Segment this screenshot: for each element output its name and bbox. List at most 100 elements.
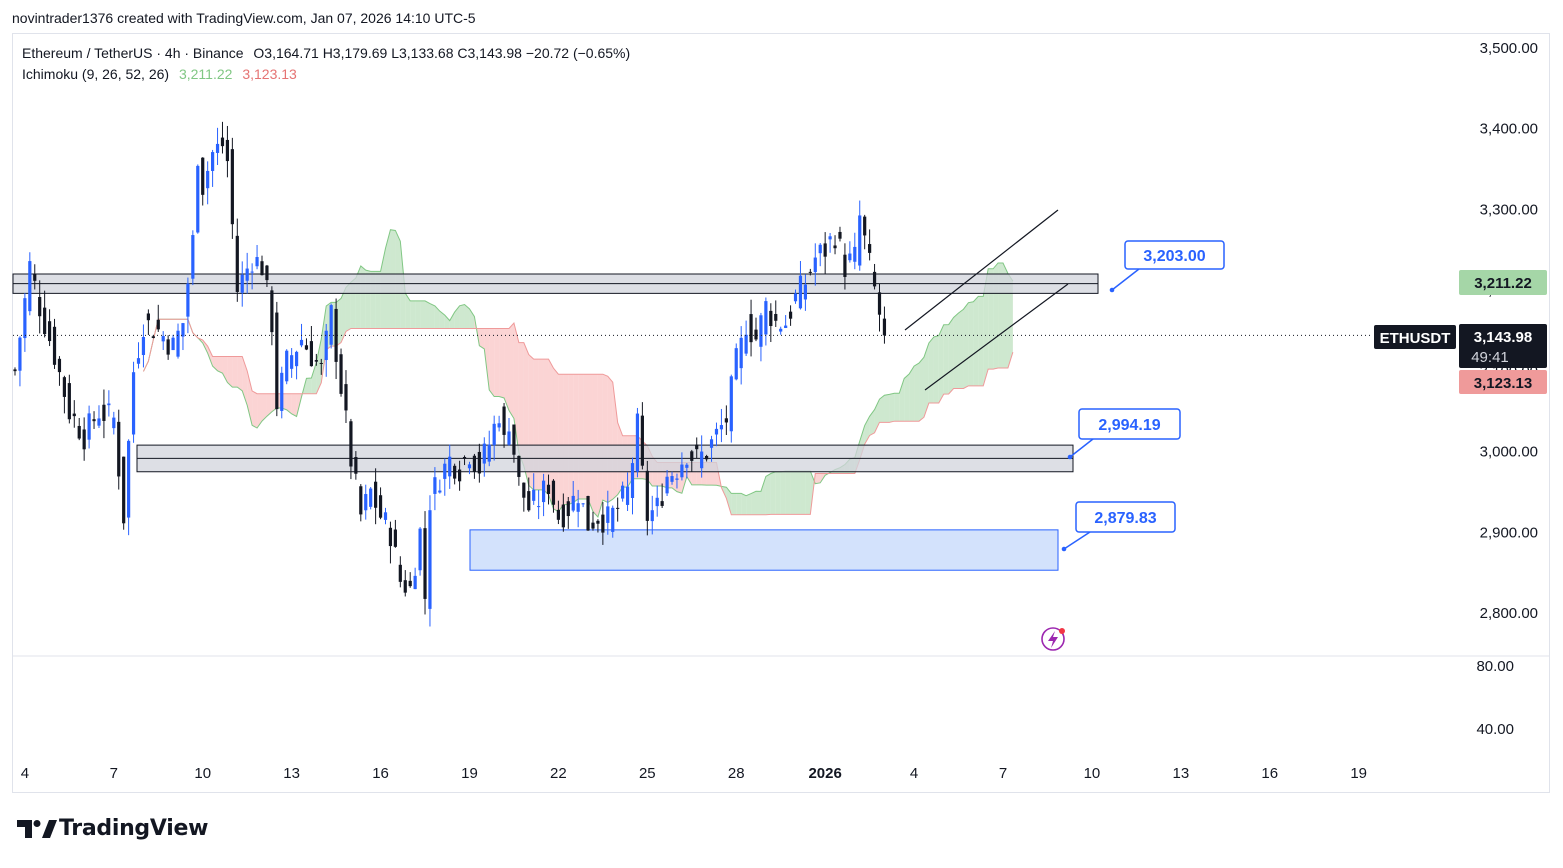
candle-body[interactable]	[127, 440, 131, 518]
candle-body[interactable]	[724, 418, 728, 423]
candle-body[interactable]	[798, 275, 803, 309]
candle-body[interactable]	[774, 313, 778, 321]
candle-body[interactable]	[625, 486, 630, 505]
channel-upper-line[interactable]	[904, 209, 1059, 331]
candle-body[interactable]	[650, 510, 654, 522]
candle-body[interactable]	[482, 443, 486, 464]
candle-body[interactable]	[196, 165, 200, 233]
candle-body[interactable]	[299, 339, 304, 346]
candle-body[interactable]	[532, 489, 536, 501]
candle-body[interactable]	[131, 372, 136, 435]
candle-body[interactable]	[502, 406, 506, 435]
channel-lower-line[interactable]	[924, 283, 1069, 391]
candle-body[interactable]	[62, 377, 66, 397]
candle-body[interactable]	[275, 312, 279, 410]
candle-body[interactable]	[438, 490, 442, 493]
candle-body[interactable]	[877, 292, 882, 315]
candle-body[interactable]	[294, 351, 299, 367]
candle-body[interactable]	[453, 465, 457, 479]
candle-body[interactable]	[803, 284, 807, 300]
candle-body[interactable]	[67, 383, 71, 420]
candle-body[interactable]	[136, 358, 141, 364]
candle-body[interactable]	[522, 482, 526, 498]
candle-body[interactable]	[77, 425, 81, 439]
candle-body[interactable]	[28, 261, 32, 312]
candle-body[interactable]	[38, 297, 42, 317]
candle-body[interactable]	[52, 326, 57, 365]
candle-body[interactable]	[393, 529, 397, 547]
candle-body[interactable]	[408, 580, 412, 587]
candle-body[interactable]	[492, 423, 496, 446]
candle-body[interactable]	[719, 425, 724, 430]
candle-body[interactable]	[344, 384, 348, 411]
candle-body[interactable]	[759, 315, 763, 347]
candle-body[interactable]	[793, 293, 798, 302]
candle-body[interactable]	[141, 337, 146, 356]
candle-body[interactable]	[18, 337, 22, 371]
candle-body[interactable]	[33, 274, 37, 281]
candle-body[interactable]	[640, 415, 644, 466]
candle-body[interactable]	[354, 456, 358, 474]
candle-body[interactable]	[739, 337, 743, 369]
candle-body[interactable]	[764, 301, 768, 335]
candle-body[interactable]	[161, 336, 165, 342]
candle-body[interactable]	[848, 253, 852, 261]
candle-body[interactable]	[541, 480, 546, 503]
candle-body[interactable]	[527, 491, 531, 511]
candle-body[interactable]	[255, 257, 259, 267]
candle-body[interactable]	[749, 314, 753, 343]
candle-body[interactable]	[556, 509, 560, 520]
candle-body[interactable]	[611, 507, 615, 532]
candle-body[interactable]	[359, 486, 363, 515]
candle-body[interactable]	[117, 421, 121, 477]
symbol-legend[interactable]: Ethereum / TetherUS · 4h · Binance O3,16…	[22, 45, 630, 61]
candle-body[interactable]	[601, 514, 605, 533]
candle-body[interactable]	[319, 362, 323, 364]
candle-body[interactable]	[709, 439, 714, 448]
candle-body[interactable]	[122, 456, 126, 524]
candle-body[interactable]	[858, 215, 862, 266]
candle-body[interactable]	[586, 495, 590, 531]
candle-body[interactable]	[537, 506, 541, 508]
candle-body[interactable]	[82, 429, 86, 450]
candle-body[interactable]	[833, 245, 837, 249]
candle-body[interactable]	[680, 464, 684, 478]
candle-body[interactable]	[240, 274, 244, 293]
candle-body[interactable]	[260, 261, 264, 276]
candle-body[interactable]	[606, 506, 610, 523]
candle-body[interactable]	[882, 318, 887, 336]
candle-body[interactable]	[443, 463, 447, 479]
candle-body[interactable]	[729, 376, 733, 432]
candle-body[interactable]	[428, 510, 432, 609]
candle-body[interactable]	[97, 418, 101, 426]
candle-body[interactable]	[102, 404, 106, 421]
candle-body[interactable]	[176, 330, 180, 357]
candle-body[interactable]	[47, 321, 52, 342]
candle-body[interactable]	[576, 503, 580, 512]
candle-body[interactable]	[670, 476, 674, 482]
candle-body[interactable]	[635, 413, 640, 472]
candle-body[interactable]	[171, 337, 175, 351]
candle-body[interactable]	[655, 497, 659, 507]
candle-body[interactable]	[369, 488, 373, 507]
candle-body[interactable]	[808, 271, 812, 273]
candle-body[interactable]	[206, 170, 210, 189]
candle-body[interactable]	[156, 319, 160, 330]
candle-body[interactable]	[458, 469, 462, 482]
candle-body[interactable]	[181, 323, 185, 337]
candle-body[interactable]	[645, 470, 649, 521]
candle-body[interactable]	[630, 463, 635, 498]
candle-body[interactable]	[571, 495, 575, 511]
candle-body[interactable]	[823, 243, 827, 257]
symbol-name[interactable]: Ethereum / TetherUS · 4h · Binance	[22, 45, 244, 61]
candle-body[interactable]	[423, 528, 427, 599]
candle-body[interactable]	[784, 325, 788, 328]
candle-body[interactable]	[705, 456, 709, 460]
callout-2879[interactable]: 2,879.83	[1061, 501, 1176, 552]
candle-body[interactable]	[744, 334, 748, 354]
tradingview-logo[interactable]: TradingView	[15, 816, 208, 841]
candle-body[interactable]	[388, 527, 393, 547]
candle-body[interactable]	[211, 152, 215, 171]
candle-body[interactable]	[828, 236, 832, 240]
